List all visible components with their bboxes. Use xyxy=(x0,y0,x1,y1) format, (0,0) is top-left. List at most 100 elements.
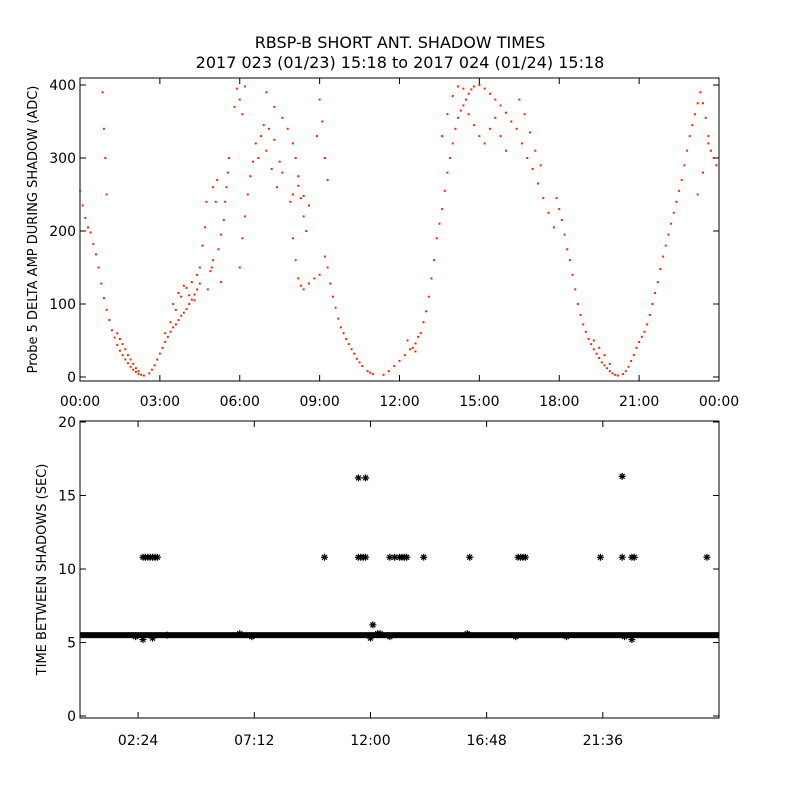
amplitude-point xyxy=(523,113,526,116)
amplitude-point xyxy=(174,308,177,311)
amplitude-point xyxy=(142,374,145,377)
amplitude-point xyxy=(451,142,454,145)
amplitude-point xyxy=(438,222,441,225)
amplitude-point xyxy=(406,339,409,342)
amplitude-point xyxy=(600,361,603,364)
interval-point xyxy=(403,553,411,561)
amplitude-point xyxy=(568,259,571,262)
amplitude-point xyxy=(683,164,686,167)
bottom-x-tick-label: 07:12 xyxy=(234,733,274,749)
amplitude-point xyxy=(150,368,153,371)
amplitude-point xyxy=(422,321,425,324)
amplitude-point xyxy=(180,314,183,317)
amplitude-point xyxy=(105,308,108,311)
amplitude-point xyxy=(97,266,100,269)
amplitude-point xyxy=(576,303,579,305)
amplitude-point xyxy=(417,335,420,338)
asterisk-stroke xyxy=(420,554,427,561)
interval-baseline-band xyxy=(80,632,719,639)
amplitude-point xyxy=(505,111,507,114)
amplitude-point xyxy=(81,204,84,207)
amplitude-point xyxy=(414,342,417,345)
asterisk-stroke xyxy=(464,630,471,637)
amplitude-point xyxy=(712,157,715,159)
amplitude-point xyxy=(640,335,643,338)
amplitude-point xyxy=(694,113,697,116)
amplitude-point xyxy=(124,358,127,361)
amplitude-point xyxy=(302,215,305,218)
amplitude-point xyxy=(238,98,241,101)
amplitude-point xyxy=(140,373,143,376)
amplitude-point xyxy=(478,84,481,86)
asterisk-stroke xyxy=(355,474,362,481)
amplitude-point xyxy=(292,142,294,145)
interval-point xyxy=(618,472,626,480)
bottom-x-tick-label: 12:00 xyxy=(350,733,390,749)
amplitude-point xyxy=(579,313,582,316)
amplitude-point xyxy=(622,373,625,376)
asterisk-stroke xyxy=(149,635,156,641)
amplitude-point xyxy=(664,244,667,247)
amplitude-point xyxy=(451,94,454,97)
amplitude-point xyxy=(419,332,422,335)
amplitude-point xyxy=(358,361,361,364)
asterisk-stroke xyxy=(386,633,393,640)
amplitude-point xyxy=(574,288,577,291)
asterisk-stroke xyxy=(628,636,635,643)
amplitude-point xyxy=(457,116,460,119)
amplitude-point xyxy=(206,288,209,291)
interval-point xyxy=(362,474,370,482)
top-x-tick-label: 12:00 xyxy=(379,394,419,410)
amplitude-point xyxy=(433,259,436,262)
amplitude-point xyxy=(224,200,227,203)
amplitude-point xyxy=(710,149,713,152)
amplitude-point xyxy=(286,127,289,130)
interval-point xyxy=(236,630,244,638)
amplitude-point xyxy=(174,323,177,326)
asterisk-stroke xyxy=(466,554,473,561)
amplitude-point xyxy=(164,340,167,343)
amplitude-point xyxy=(166,335,169,338)
bottom-y-axis-label: TIME BETWEEN SHADOWS (SEC) xyxy=(35,464,50,677)
amplitude-point xyxy=(297,277,300,280)
amplitude-point xyxy=(598,346,601,349)
top-x-tick-label: 18:00 xyxy=(539,394,579,410)
amplitude-point xyxy=(691,124,694,127)
amplitude-point xyxy=(595,352,598,355)
amplitude-point xyxy=(347,343,350,346)
amplitude-point xyxy=(118,349,121,352)
amplitude-point xyxy=(534,149,537,152)
amplitude-point xyxy=(289,200,292,203)
bottom-plot-frame xyxy=(79,420,720,719)
amplitude-point xyxy=(198,282,201,285)
amplitude-point xyxy=(627,365,630,368)
interval-point xyxy=(139,636,147,644)
asterisk-stroke xyxy=(140,636,146,643)
amplitude-point xyxy=(79,189,81,192)
amplitude-point xyxy=(624,370,627,373)
amplitude-point xyxy=(435,237,438,240)
amplitude-point xyxy=(651,303,654,305)
amplitude-point xyxy=(273,105,276,108)
interval-point xyxy=(163,631,171,639)
bottom-y-tick-label: 15 xyxy=(58,489,76,505)
asterisk-stroke xyxy=(704,554,710,561)
interval-point xyxy=(132,633,140,641)
top-y-axis-label: Probe 5 DELTA AMP DURING SHADOW (ADC) xyxy=(26,86,41,374)
asterisk-stroke xyxy=(321,554,328,561)
amplitude-point xyxy=(361,365,364,368)
amplitude-point xyxy=(409,348,412,351)
amplitude-point xyxy=(294,259,297,262)
amplitude-point xyxy=(499,104,502,107)
shadow-interval-scatter-panel: 02:24 07:12 12:00 16:48 21:36 0 5 10 15 20 TIME BE… xyxy=(35,415,720,749)
amplitude-point xyxy=(702,171,705,174)
amplitude-point xyxy=(89,231,92,234)
amplitude-point xyxy=(209,270,212,273)
interval-point xyxy=(320,553,328,561)
interval-point xyxy=(420,553,428,561)
amplitude-point xyxy=(116,343,119,346)
amplitude-point xyxy=(84,216,87,219)
amplitude-point xyxy=(307,204,310,207)
amplitude-point xyxy=(675,200,678,203)
amplitude-point xyxy=(441,135,444,138)
